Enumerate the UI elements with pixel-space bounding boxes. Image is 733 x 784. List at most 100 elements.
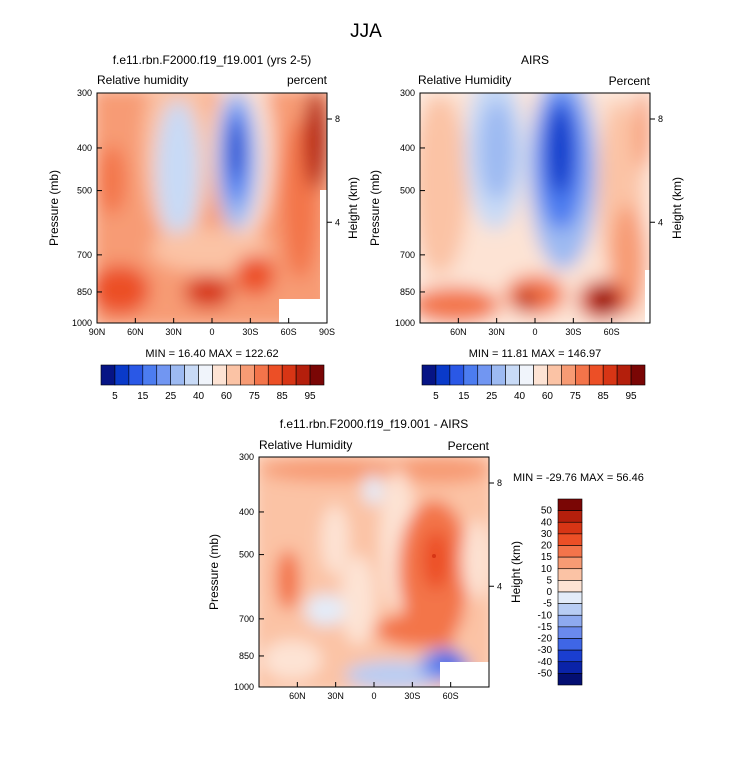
colorbar-box <box>557 498 583 511</box>
colorbar-label: 25 <box>165 391 177 402</box>
x-tick-label: 90N <box>89 327 106 337</box>
x-tick-label: 30S <box>565 327 581 337</box>
panel-diff-variable: Relative Humidity <box>259 438 352 452</box>
colorbar-label: 30 <box>541 529 553 540</box>
colorbar-label: 75 <box>570 391 582 402</box>
y-tick-label: 300 <box>239 452 254 462</box>
panel-obs-ylabel: Pressure (mb) <box>368 170 382 246</box>
panel-model-units: percent <box>287 73 328 87</box>
panel-diff-ticks: 60N 30N 0 30S 60S 300 400 500 700 850 1000 8 4 <box>234 452 502 701</box>
y-tick-label: 700 <box>400 250 415 260</box>
y-tick-label: 400 <box>400 143 415 153</box>
colorbar-box <box>170 364 185 386</box>
colorbar-label: 15 <box>458 391 470 402</box>
y2-tick-label: 4 <box>658 217 663 227</box>
panel-diff: f.e11.rbn.F2000.f19_f19.001 - AIRS Relat… <box>207 417 644 701</box>
colorbar-label: 95 <box>305 391 317 402</box>
x-tick-label: 30N <box>165 327 182 337</box>
colorbar-label: 60 <box>221 391 233 402</box>
colorbar-box <box>588 364 604 386</box>
x-tick-label: 30S <box>242 327 258 337</box>
colorbar-label: 40 <box>514 391 526 402</box>
panel-model-title: f.e11.rbn.F2000.f19_f19.001 (yrs 2-5) <box>113 53 312 67</box>
colorbar-label: -20 <box>538 634 553 645</box>
colorbar-box <box>533 364 548 386</box>
colorbar-box <box>142 364 158 386</box>
colorbar-box <box>557 626 583 639</box>
y2-tick-label: 4 <box>497 581 502 591</box>
y-tick-label: 400 <box>77 143 92 153</box>
colorbar-box <box>156 364 171 386</box>
colorbar-box <box>226 364 241 386</box>
x-tick-label: 90S <box>319 327 335 337</box>
colorbar-box <box>212 364 227 386</box>
y2-tick-label: 8 <box>335 114 340 124</box>
colorbar-box <box>477 364 492 386</box>
colorbar-box <box>630 364 646 386</box>
panel-diff-stats: MIN = -29.76 MAX = 56.46 <box>513 472 644 484</box>
panel-diff-y2label: Height (km) <box>509 541 523 603</box>
colorbar-box <box>557 661 583 674</box>
colorbar-box <box>557 591 583 604</box>
colorbar-box <box>557 556 583 570</box>
y-tick-label: 850 <box>77 287 92 297</box>
colorbar-box <box>128 364 144 386</box>
panel-obs: AIRS Relative Humidity Percent <box>368 53 684 402</box>
colorbar-label: 15 <box>541 552 553 563</box>
x-tick-label: 60N <box>289 691 306 701</box>
y-tick-label: 500 <box>239 550 254 560</box>
colorbar-box <box>616 364 632 386</box>
x-tick-label: 60N <box>450 327 467 337</box>
colorbar-box <box>557 533 583 546</box>
colorbar-box <box>240 364 255 386</box>
panel-obs-units: Percent <box>609 74 651 88</box>
colorbar-box <box>557 545 583 558</box>
colorbar-box <box>557 521 583 535</box>
panel-diff-ylabel: Pressure (mb) <box>207 534 221 610</box>
colorbar-box <box>491 364 506 386</box>
colorbar-label: -30 <box>538 645 553 656</box>
colorbar-box <box>309 364 325 386</box>
x-tick-label: 60S <box>443 691 459 701</box>
y-tick-label: 300 <box>77 88 92 98</box>
y-tick-label: 400 <box>239 507 254 517</box>
colorbar-label: 85 <box>598 391 610 402</box>
colorbar-box <box>267 364 283 386</box>
colorbar-box <box>435 364 451 386</box>
x-tick-label: 60N <box>127 327 144 337</box>
colorbar-box <box>557 580 583 593</box>
colorbar-label: -10 <box>538 610 553 621</box>
panel-model-ylabel: Pressure (mb) <box>47 170 61 246</box>
y-tick-label: 1000 <box>72 318 92 328</box>
panel-model-stats: MIN = 16.40 MAX = 122.62 <box>145 348 278 360</box>
colorbar-box <box>421 364 437 386</box>
colorbar-label: 10 <box>541 564 553 575</box>
panel-diff-title: f.e11.rbn.F2000.f19_f19.001 - AIRS <box>280 417 469 431</box>
panel-diff-field <box>259 457 489 687</box>
colorbar-box <box>281 364 297 386</box>
panel-obs-stats: MIN = 11.81 MAX = 146.97 <box>469 348 601 360</box>
colorbar-box <box>557 603 583 616</box>
colorbar-label: 60 <box>542 391 554 402</box>
colorbar-box <box>295 364 311 386</box>
colorbar-label: 50 <box>541 506 553 517</box>
y-tick-label: 700 <box>77 250 92 260</box>
y-tick-label: 850 <box>239 651 254 661</box>
y-tick-label: 700 <box>239 614 254 624</box>
colorbar-box <box>463 364 479 386</box>
y-tick-label: 850 <box>400 287 415 297</box>
colorbar-box <box>561 364 576 386</box>
panel-model-colorbar: 5 15 25 40 60 75 85 95 <box>100 364 325 402</box>
panel-model: f.e11.rbn.F2000.f19_f19.001 (yrs 2-5) Re… <box>47 53 360 402</box>
colorbar-label: 0 <box>546 587 552 598</box>
colorbar-label: 20 <box>541 541 553 552</box>
x-tick-label: 30N <box>488 327 505 337</box>
y-tick-label: 500 <box>400 186 415 196</box>
x-tick-label: 0 <box>209 327 214 337</box>
colorbar-box <box>505 364 520 386</box>
panel-obs-ticks: 60N 30N 0 30S 60S 300 400 500 700 850 1000 8 4 <box>395 88 663 337</box>
colorbar-label: 25 <box>486 391 498 402</box>
panel-obs-colorbar: 5 15 25 40 60 75 85 95 <box>421 364 646 402</box>
